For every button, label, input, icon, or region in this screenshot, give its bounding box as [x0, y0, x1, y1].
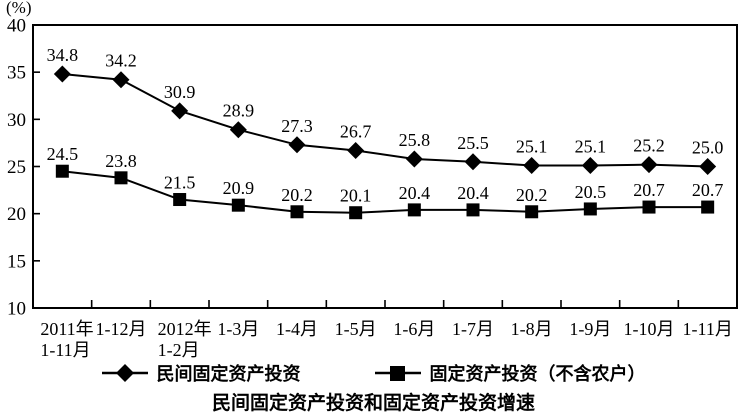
data-point-marker — [699, 158, 717, 175]
data-point-marker — [347, 141, 365, 159]
data-point-label: 21.5 — [164, 173, 196, 193]
data-point-label: 20.7 — [692, 180, 724, 200]
y-tick-label: 25 — [7, 157, 26, 178]
data-point-label: 20.1 — [340, 186, 372, 206]
data-point-marker — [407, 203, 421, 217]
x-category-label: 1-5月 — [335, 319, 377, 339]
data-point-marker — [642, 200, 656, 214]
legend-label-series2: 固定资产投资（不含农户） — [429, 364, 646, 384]
y-tick-label: 35 — [7, 63, 26, 84]
y-axis-unit-label: (%) — [6, 0, 32, 17]
data-point-label: 20.7 — [633, 180, 665, 200]
diamond-marker-icon — [101, 364, 148, 382]
y-tick-label: 15 — [7, 251, 26, 272]
data-point-marker — [525, 205, 539, 219]
y-tick-label: 10 — [7, 299, 26, 320]
y-tick-label: 30 — [7, 110, 26, 131]
x-category-label: 1-6月 — [393, 319, 435, 339]
data-point-label: 24.5 — [47, 144, 79, 164]
data-point-label: 30.9 — [164, 82, 196, 102]
data-point-label: 25.1 — [516, 137, 548, 157]
data-point-label: 23.8 — [105, 151, 137, 171]
data-point-label: 27.3 — [281, 116, 313, 136]
series-line-2 — [62, 170, 708, 214]
data-point-label: 26.7 — [340, 121, 372, 141]
data-point-label: 20.9 — [223, 178, 255, 198]
data-point-marker — [55, 164, 69, 178]
data-point-marker — [229, 121, 247, 139]
data-point-marker — [114, 171, 128, 185]
data-point-marker — [701, 200, 715, 214]
chart-title: 民间固定资产投资和固定资产投资增速 — [211, 393, 535, 414]
data-point-marker — [466, 203, 480, 217]
data-point-marker — [288, 136, 306, 154]
plot-border — [32, 24, 738, 309]
data-point-marker — [173, 193, 187, 207]
x-category-label: 1-9月 — [569, 319, 611, 339]
data-point-label: 25.8 — [399, 130, 431, 150]
x-category-label: 1-11月 — [683, 319, 733, 339]
data-point-marker — [583, 202, 597, 216]
data-point-marker — [640, 156, 658, 174]
data-point-marker — [464, 153, 482, 171]
data-point-label: 25.0 — [692, 138, 724, 158]
chart-legend: 民间固定资产投资 固定资产投资（不含农户） — [0, 360, 747, 386]
x-category-label: 1-2月 — [158, 340, 200, 360]
x-category-label: 2012年 — [158, 319, 212, 339]
data-point-label: 28.9 — [223, 101, 255, 121]
data-point-label: 34.2 — [105, 51, 137, 71]
data-point-marker — [349, 206, 363, 220]
data-point-label: 20.5 — [575, 182, 607, 202]
data-point-marker — [581, 157, 599, 175]
data-point-marker — [112, 71, 130, 89]
data-point-marker — [231, 198, 245, 212]
data-point-marker — [523, 157, 541, 175]
data-point-label: 25.2 — [633, 136, 665, 156]
x-category-label: 1-8月 — [511, 319, 553, 339]
data-point-marker — [171, 102, 189, 120]
data-point-label: 25.5 — [457, 133, 489, 153]
y-tick-label: 40 — [7, 16, 26, 37]
data-point-marker — [53, 65, 71, 83]
data-point-label: 20.4 — [399, 183, 431, 203]
data-point-label: 25.1 — [575, 137, 607, 157]
x-category-label: 1-11月 — [40, 340, 90, 360]
data-point-label: 20.2 — [281, 185, 313, 205]
data-point-marker — [405, 150, 423, 168]
data-point-marker — [290, 205, 304, 219]
data-point-label: 20.2 — [516, 185, 548, 205]
square-marker-icon — [374, 366, 421, 381]
x-category-label: 1-10月 — [624, 319, 675, 339]
legend-item-private-fixed-investment: 民间固定资产投资 — [101, 360, 301, 386]
series-line-1 — [62, 73, 708, 168]
data-point-label: 34.8 — [47, 45, 79, 65]
legend-label-series1: 民间固定资产投资 — [156, 364, 301, 384]
x-category-label: 2011年 — [40, 319, 93, 339]
x-category-label: 1-12月 — [96, 319, 147, 339]
x-category-label: 1-3月 — [217, 319, 259, 339]
legend-item-fixed-investment: 固定资产投资（不含农户） — [374, 360, 646, 386]
y-tick-label: 20 — [7, 204, 26, 225]
x-category-label: 1-4月 — [276, 319, 318, 339]
data-point-label: 20.4 — [457, 183, 489, 203]
x-category-label: 1-7月 — [452, 319, 494, 339]
